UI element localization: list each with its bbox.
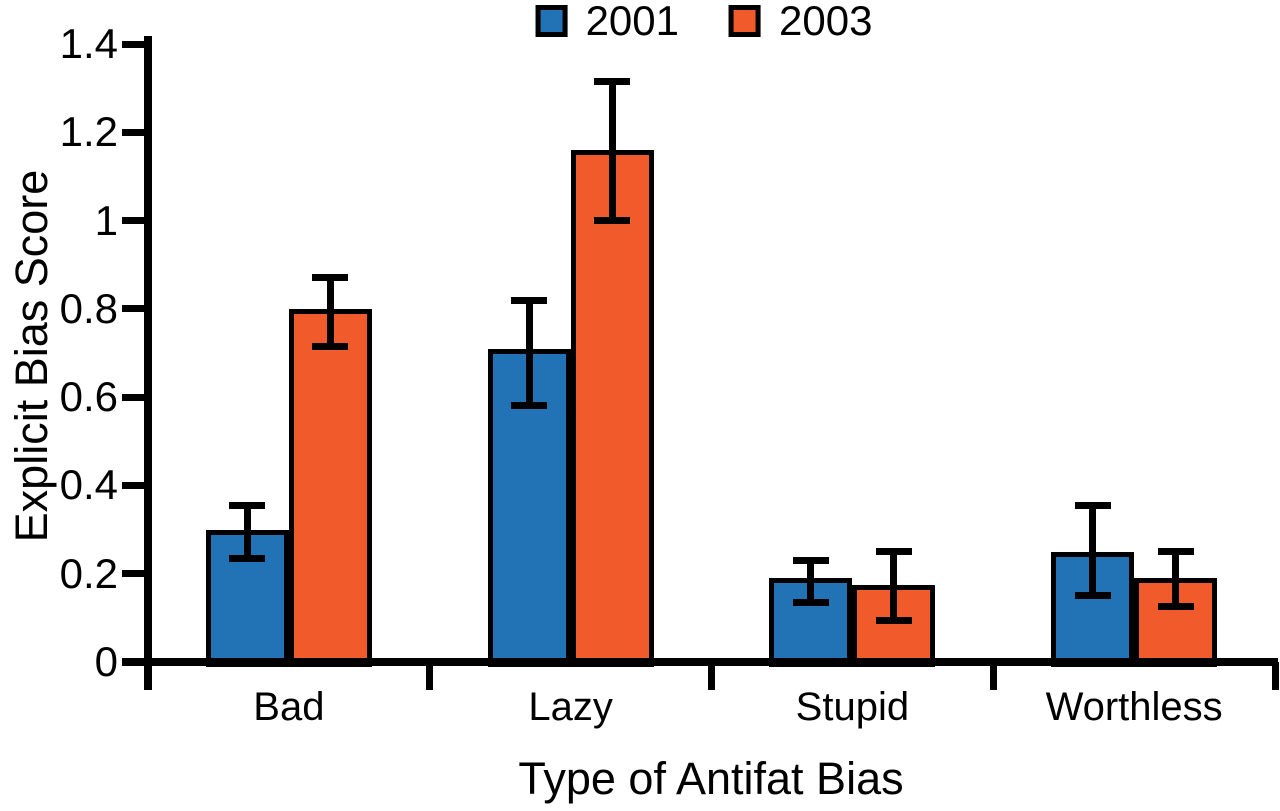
y-tick-label: 1: [94, 196, 118, 244]
x-axis-line: [122, 658, 1278, 666]
error-cap-top: [792, 556, 829, 564]
category-label-lazy: Lazy: [528, 685, 613, 729]
error-cap-bottom: [229, 554, 266, 562]
x-tick: [1271, 662, 1279, 690]
error-whisker-2003-bad: [326, 277, 334, 347]
error-whisker-2003-lazy: [608, 81, 616, 221]
error-whisker-2003-worthless: [1172, 551, 1180, 607]
category-label-worthless: Worthless: [1045, 685, 1223, 729]
error-cap-top: [229, 501, 266, 509]
y-tick-label: 0.6: [59, 373, 118, 421]
y-tick-1: [122, 217, 148, 225]
error-cap-bottom: [511, 402, 548, 410]
error-whisker-2001-lazy: [525, 300, 533, 406]
legend-label-2003: 2003: [779, 0, 873, 44]
y-axis-line: [144, 36, 152, 690]
category-label-stupid: Stupid: [795, 685, 910, 729]
error-cap-bottom: [792, 598, 829, 606]
error-cap-bottom: [1074, 592, 1111, 600]
legend-item-2001: 2001: [535, 0, 679, 44]
chart-legend: 2001 2003: [535, 0, 872, 44]
error-whisker-2001-stupid: [807, 560, 815, 603]
y-tick-label: 1.2: [59, 108, 118, 156]
y-tick-0.6: [122, 393, 148, 401]
error-whisker-2001-worthless: [1089, 505, 1097, 596]
y-tick-0: [122, 658, 148, 666]
x-tick: [708, 662, 715, 690]
error-cap-top: [511, 296, 548, 304]
legend-swatch-2001: [535, 5, 568, 37]
y-tick-label: 0.2: [59, 549, 118, 597]
bar-2003-bad: [288, 308, 372, 667]
error-cap-top: [312, 274, 349, 282]
error-cap-top: [875, 548, 912, 556]
y-tick-label: 0.8: [59, 284, 118, 332]
error-cap-bottom: [312, 342, 349, 350]
x-tick: [426, 662, 434, 690]
y-tick-label: 0.4: [59, 461, 118, 509]
legend-swatch-2003: [729, 5, 761, 37]
error-cap-top: [1074, 501, 1111, 509]
category-label-bad: Bad: [253, 685, 325, 729]
error-whisker-2001-bad: [243, 505, 251, 559]
x-tick: [989, 662, 997, 690]
x-axis-title: Type of Antifat Bias: [518, 753, 904, 804]
y-tick-label: 0: [94, 638, 118, 685]
y-tick-1.2: [122, 128, 148, 136]
y-tick-0.4: [122, 481, 148, 489]
error-cap-bottom: [1157, 603, 1194, 611]
error-cap-top: [594, 78, 631, 86]
legend-item-2003: 2003: [729, 0, 872, 42]
error-cap-bottom: [594, 217, 631, 225]
error-cap-bottom: [875, 616, 912, 624]
error-cap-top: [1157, 548, 1194, 556]
y-tick-1.4: [122, 40, 148, 48]
legend-label-2001: 2001: [585, 0, 679, 44]
y-tick-label: 1.4: [59, 20, 118, 67]
y-tick-0.2: [122, 570, 148, 578]
bar-2003-lazy: [570, 149, 654, 667]
y-tick-0.8: [122, 305, 148, 313]
error-whisker-2003-stupid: [890, 551, 898, 621]
